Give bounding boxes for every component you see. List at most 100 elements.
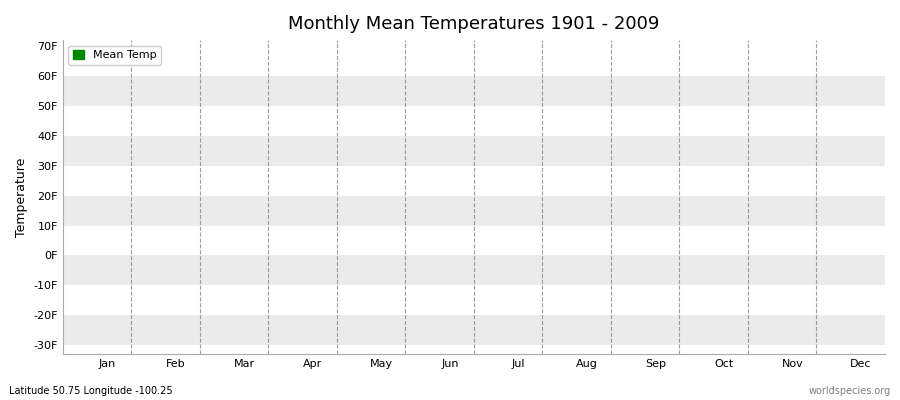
Point — [230, 219, 244, 225]
Point — [594, 44, 608, 51]
Point — [198, 218, 212, 224]
Point — [510, 64, 525, 71]
Point — [131, 212, 146, 218]
Point — [461, 55, 475, 62]
Point — [566, 76, 580, 82]
Point — [411, 81, 426, 88]
Point — [131, 262, 146, 269]
Point — [98, 274, 112, 281]
Point — [752, 165, 767, 171]
Point — [762, 180, 777, 186]
Point — [618, 94, 633, 100]
Point — [827, 241, 842, 248]
Point — [89, 279, 104, 285]
Point — [724, 132, 739, 138]
Point — [493, 59, 508, 66]
Point — [858, 244, 872, 250]
Point — [87, 302, 102, 309]
Point — [369, 118, 383, 125]
Point — [705, 136, 719, 142]
Point — [226, 178, 240, 184]
Point — [108, 268, 122, 274]
Point — [220, 194, 234, 200]
Point — [287, 146, 302, 152]
Point — [443, 66, 457, 72]
Point — [291, 123, 305, 129]
Point — [277, 178, 292, 184]
Point — [838, 267, 852, 273]
Point — [598, 75, 613, 81]
Point — [567, 68, 581, 74]
Point — [681, 152, 696, 158]
Point — [529, 60, 544, 66]
Point — [795, 164, 809, 171]
Point — [67, 284, 81, 290]
Point — [772, 184, 787, 190]
Point — [379, 99, 393, 106]
Point — [244, 201, 258, 207]
Point — [385, 92, 400, 98]
Point — [227, 238, 241, 244]
Point — [549, 66, 563, 72]
Point — [802, 182, 816, 188]
Point — [222, 231, 237, 237]
Point — [175, 272, 189, 278]
Point — [323, 128, 338, 134]
Point — [220, 230, 235, 236]
Point — [176, 237, 190, 244]
Point — [148, 291, 162, 297]
Point — [697, 151, 711, 158]
Point — [842, 226, 857, 233]
Point — [214, 176, 229, 182]
Point — [425, 72, 439, 78]
Point — [86, 276, 100, 282]
Point — [751, 197, 765, 203]
Point — [700, 111, 715, 118]
Point — [733, 104, 747, 110]
Point — [201, 252, 215, 258]
Point — [489, 67, 503, 74]
Point — [577, 80, 591, 86]
Point — [847, 243, 861, 250]
Point — [92, 270, 106, 276]
Point — [662, 96, 676, 103]
Point — [212, 239, 226, 245]
Point — [542, 82, 556, 89]
Point — [350, 106, 365, 113]
Point — [375, 102, 390, 108]
Point — [141, 258, 156, 264]
Point — [286, 138, 301, 144]
Point — [864, 183, 878, 189]
Point — [274, 148, 289, 155]
Point — [104, 263, 119, 270]
Point — [546, 66, 561, 72]
Point — [681, 148, 696, 154]
Point — [290, 149, 304, 155]
Point — [110, 236, 124, 242]
Point — [589, 74, 603, 81]
Point — [757, 197, 771, 204]
Point — [341, 112, 356, 119]
Point — [187, 246, 202, 252]
Point — [548, 76, 562, 82]
Point — [454, 85, 468, 92]
Point — [580, 80, 595, 86]
Point — [561, 77, 575, 84]
Point — [844, 268, 859, 275]
Point — [653, 86, 668, 93]
Point — [347, 120, 362, 126]
Point — [181, 272, 195, 278]
Point — [342, 119, 356, 125]
Point — [113, 254, 128, 261]
Point — [79, 252, 94, 258]
Point — [690, 140, 705, 146]
Point — [336, 128, 350, 134]
Point — [862, 259, 877, 265]
Point — [377, 108, 392, 114]
Point — [786, 222, 800, 228]
Point — [366, 96, 381, 102]
Point — [478, 65, 492, 72]
Point — [851, 256, 866, 262]
Point — [516, 60, 530, 66]
Bar — [63, 285, 885, 315]
